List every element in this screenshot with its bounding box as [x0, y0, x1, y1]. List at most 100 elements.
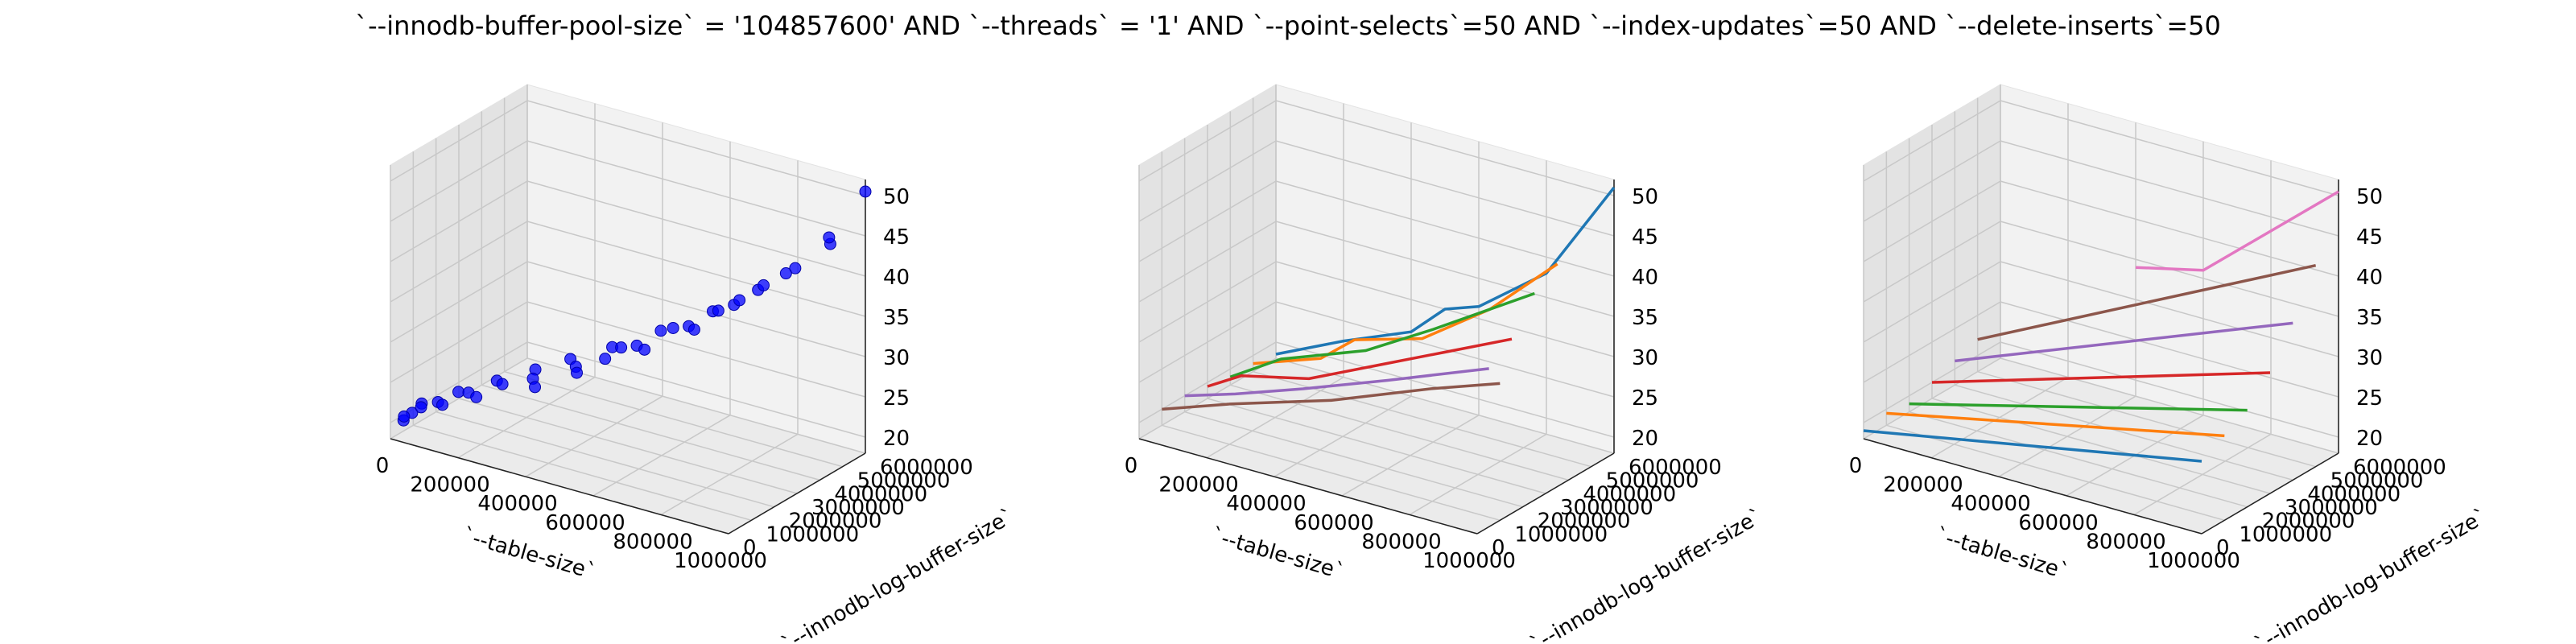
- grid-z: [526, 140, 866, 237]
- series-line: [1909, 402, 2248, 412]
- grid-y: [1184, 411, 1523, 508]
- scatter-point: [758, 279, 770, 291]
- series-line: [2135, 190, 2339, 272]
- grid-z: [526, 341, 866, 438]
- x-tick-label: 1000000: [1422, 549, 1516, 573]
- z-tick-label: 20: [883, 427, 910, 451]
- z-tick-label: 50: [883, 185, 910, 209]
- grid-z: [1138, 140, 1277, 222]
- grid-z: [2000, 140, 2339, 237]
- grid-z: [1863, 221, 2001, 303]
- x-tick-label: 200000: [1158, 473, 1238, 497]
- grid-z: [1863, 100, 2001, 182]
- grid-z: [1863, 261, 2001, 343]
- y-tick-label: 2000000: [1538, 510, 1631, 534]
- x-tick-label: 200000: [1883, 473, 1963, 497]
- grid-z: [1138, 180, 1277, 262]
- x-axis-line: [390, 438, 729, 535]
- grid-y: [1909, 411, 2248, 508]
- grid-z: [390, 140, 528, 222]
- subplot-scatter: 0200000400000600000800000100000001000000…: [376, 84, 1019, 644]
- scatter-point: [398, 410, 411, 423]
- scatter-point: [470, 390, 483, 403]
- scatter-point: [415, 401, 427, 414]
- series-line: [1253, 262, 1558, 365]
- x-tick-label: 800000: [2086, 530, 2165, 554]
- y-axis-line: [728, 452, 866, 535]
- y-tick-label: 5000000: [1606, 469, 1699, 493]
- grid-z: [526, 100, 866, 196]
- grid-z: [2000, 301, 2339, 398]
- scatter-point: [859, 185, 872, 198]
- x-axis-line: [1138, 438, 1478, 535]
- grid-y: [413, 424, 752, 522]
- y-tick-label: 1000000: [766, 522, 859, 547]
- grid-y: [1162, 424, 1501, 522]
- x-tick-label: 1000000: [2147, 549, 2240, 573]
- scatter-point: [599, 353, 612, 365]
- x-tick-label: 600000: [1294, 511, 1373, 535]
- series-line: [1275, 186, 1616, 356]
- y-axis-line: [1476, 452, 1615, 535]
- z-tick-label: 35: [2356, 306, 2383, 330]
- grid-y: [504, 370, 843, 468]
- scatter-point: [615, 341, 628, 354]
- grid-z: [1863, 301, 2001, 383]
- scatter-point: [571, 366, 583, 379]
- subplot-lines-b: 0200000400000600000800000100000001000000…: [1849, 84, 2492, 644]
- grid-z: [390, 261, 528, 343]
- grid-y: [1977, 370, 2316, 468]
- x-axis-line: [1863, 438, 2202, 535]
- grid-z: [526, 221, 866, 317]
- y-tick-label: 3000000: [2285, 496, 2378, 520]
- scatter-point: [687, 323, 700, 336]
- x-tick-label: 400000: [1951, 492, 2030, 516]
- series-line: [1184, 367, 1489, 398]
- z-tick-label: 30: [2356, 346, 2383, 370]
- scatter-point: [452, 386, 464, 398]
- grid-z: [1275, 301, 1615, 398]
- x-tick-label: 0: [1849, 454, 1863, 478]
- y-tick-label: 6000000: [880, 456, 973, 480]
- y-tick-label: 4000000: [834, 482, 927, 506]
- grid-z: [1275, 341, 1615, 438]
- x-tick-label: 1000000: [674, 549, 767, 573]
- z-tick-label: 25: [2356, 386, 2383, 411]
- x-tick-label: 400000: [477, 492, 557, 516]
- grid-z: [526, 261, 866, 357]
- z-tick-label: 30: [883, 346, 910, 370]
- scatter-point: [733, 294, 746, 307]
- scatter-point: [667, 321, 679, 334]
- z-tick-label: 40: [2356, 266, 2383, 290]
- z-tick-label: 40: [883, 266, 910, 290]
- y-tick-label: 1000000: [2239, 522, 2332, 547]
- grid-y: [436, 411, 774, 508]
- z-tick-label: 35: [1632, 306, 1658, 330]
- y-tick-label: 6000000: [1629, 456, 1722, 480]
- grid-z: [390, 221, 528, 303]
- x-tick-label: 800000: [1361, 530, 1441, 554]
- z-tick-label: 50: [1632, 185, 1658, 209]
- series-line: [1955, 321, 2293, 363]
- grid-y: [1955, 384, 2293, 481]
- grid-y: [458, 398, 798, 494]
- y-tick-label: 0: [1492, 536, 1505, 560]
- z-tick-label: 40: [1632, 266, 1658, 290]
- x-tick-label: 0: [1125, 454, 1138, 478]
- x-tick-label: 200000: [410, 473, 489, 497]
- grid-y: [1931, 398, 2271, 494]
- z-tick-label: 25: [1632, 386, 1658, 411]
- scatter-point: [654, 324, 667, 337]
- subplot-lines-a: 0200000400000600000800000100000001000000…: [1125, 84, 1768, 644]
- scatter-point: [496, 378, 509, 390]
- grid-z: [390, 301, 528, 383]
- z-tick-label: 45: [1632, 225, 1658, 250]
- grid-z: [1138, 261, 1277, 343]
- grid-z: [1275, 100, 1615, 196]
- y-tick-label: 3000000: [811, 496, 905, 520]
- y-axis-line: [2201, 452, 2339, 535]
- grid-y: [481, 384, 820, 481]
- series-line: [1886, 411, 2225, 438]
- x-tick-label: 600000: [545, 511, 625, 535]
- x-tick-label: 800000: [613, 530, 692, 554]
